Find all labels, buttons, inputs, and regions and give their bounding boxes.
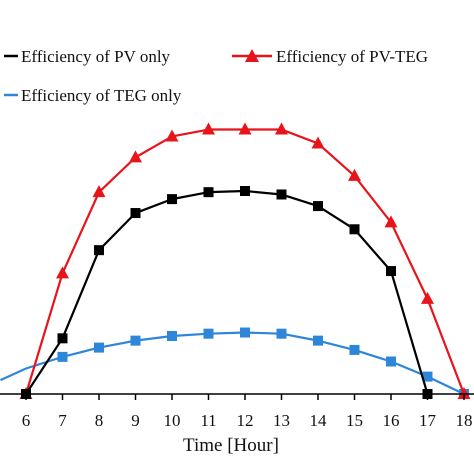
legend-label-pv-teg: Efficiency of PV-TEG	[276, 47, 428, 66]
data-point-pv-teg	[202, 122, 215, 135]
x-tick-label: 10	[164, 411, 181, 430]
x-tick-label: 8	[95, 411, 104, 430]
data-point-pv-teg	[384, 215, 398, 228]
data-point-pv-teg	[165, 129, 179, 142]
data-point-pv-teg	[275, 122, 288, 135]
data-point-pv	[130, 208, 141, 219]
data-point-pv	[349, 224, 360, 235]
data-point-teg	[94, 342, 104, 353]
data-point-teg	[167, 331, 177, 341]
series-line-pv	[25, 189, 429, 395]
data-point-teg	[313, 335, 323, 346]
data-point-pv	[313, 201, 323, 212]
series-line-teg-lead-in	[0, 355, 63, 382]
data-point-pv-teg	[348, 168, 361, 181]
series-line-pv-teg	[24, 128, 466, 395]
data-point-pv	[386, 266, 396, 277]
x-ticks: 6 7 8 9 10 11 12 13 14 15 16 17 18	[22, 394, 473, 430]
data-point-teg	[130, 335, 141, 346]
data-point-pv-teg	[238, 122, 252, 135]
series-line-teg	[62, 331, 465, 395]
data-point-pv-teg	[457, 387, 471, 399]
plot-area	[0, 122, 471, 399]
data-point-pv	[57, 333, 68, 344]
data-point-pv	[203, 187, 214, 198]
data-point-pv	[240, 186, 250, 196]
legend-item-teg: Efficiency of TEG only	[4, 86, 182, 105]
x-tick-label: 12	[237, 411, 254, 430]
data-point-teg	[57, 351, 68, 362]
x-tick-label: 18	[456, 411, 473, 430]
data-point-teg	[240, 327, 250, 338]
data-point-pv-teg	[311, 136, 325, 149]
x-tick-label: 7	[58, 411, 67, 430]
x-tick-label: 11	[200, 411, 216, 430]
data-point-teg	[276, 328, 287, 339]
legend-swatch-pv-teg-marker	[245, 49, 259, 62]
x-tick-label: 16	[383, 411, 400, 430]
data-point-teg	[386, 356, 396, 367]
data-point-teg	[349, 344, 360, 355]
legend-item-pv-teg: Efficiency of PV-TEG	[232, 47, 428, 66]
x-tick-label: 6	[22, 411, 31, 430]
data-point-pv	[167, 194, 177, 205]
legend-item-pv: Efficiency of PV only	[4, 47, 171, 66]
legend-label-pv: Efficiency of PV only	[21, 47, 171, 66]
data-point-pv	[94, 245, 104, 256]
data-point-pv-teg	[129, 150, 142, 163]
data-point-teg	[203, 328, 214, 339]
x-axis-title: Time [Hour]	[183, 435, 279, 456]
legend-label-teg: Efficiency of TEG only	[21, 86, 182, 105]
x-tick-label: 14	[310, 411, 328, 430]
data-point-pv-teg	[92, 185, 106, 198]
x-tick-label: 9	[131, 411, 140, 430]
x-tick-label: 17	[419, 411, 437, 430]
x-tick-label: 15	[346, 411, 363, 430]
legend: Efficiency of PV only Efficiency of PV-T…	[4, 47, 428, 105]
data-point-pv-teg	[421, 291, 434, 304]
data-point-teg	[422, 371, 433, 382]
x-tick-label: 13	[273, 411, 290, 430]
data-point-pv	[276, 189, 287, 200]
data-point-pv-teg	[56, 266, 69, 279]
